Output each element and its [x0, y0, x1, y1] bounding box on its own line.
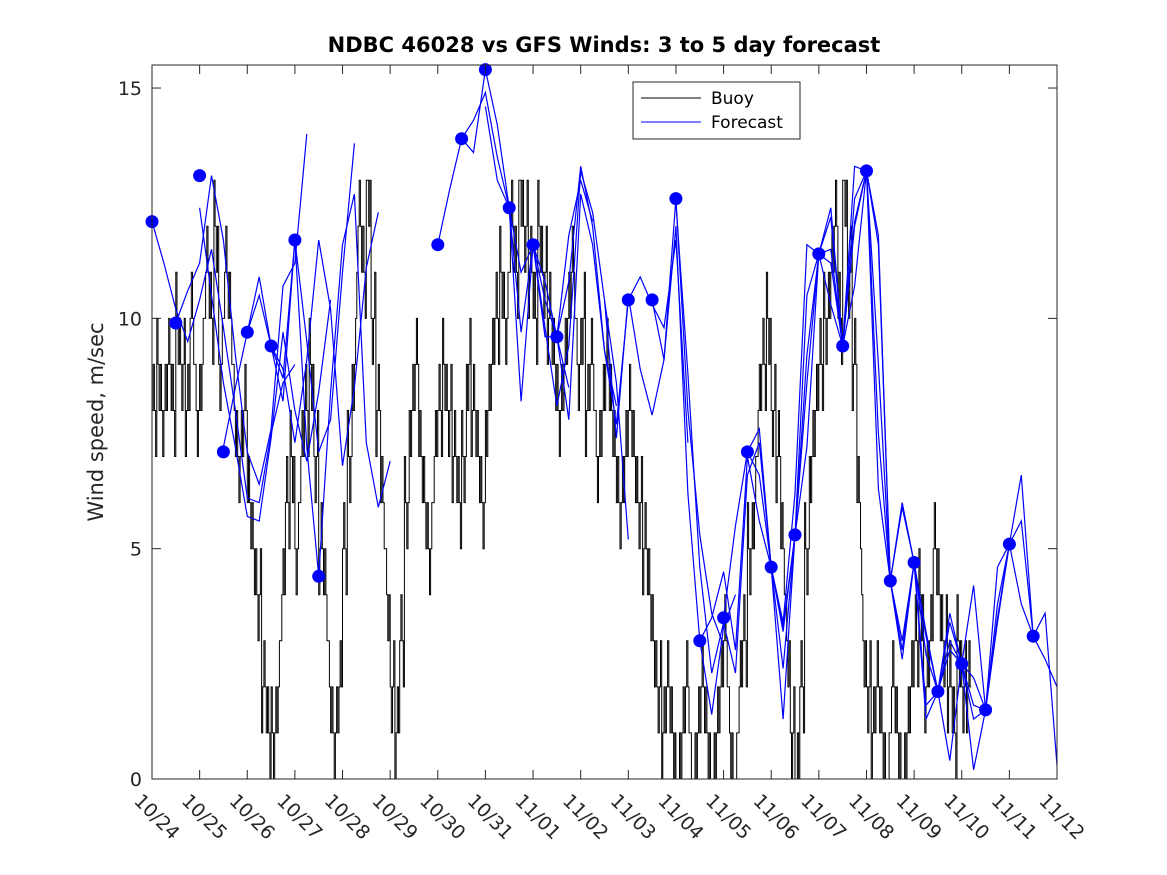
axes-box [151, 64, 1058, 780]
forecast-line-25 [937, 518, 1058, 766]
legend: Buoy Forecast [632, 81, 801, 140]
legend-forecast-label: Forecast [711, 113, 783, 133]
forecast-marker [883, 574, 897, 588]
plot-area [152, 65, 1057, 779]
y-tick-label: 0 [130, 769, 142, 791]
forecast-line-3 [199, 207, 332, 522]
forecast-marker [907, 556, 921, 569]
forecast-line-2 [175, 134, 308, 487]
forecast-marker [169, 316, 183, 330]
forecast-marker [193, 169, 207, 183]
forecast-line-6 [270, 193, 391, 577]
chart-title: NDBC 46028 vs GFS Winds: 3 to 5 day fore… [328, 33, 881, 57]
forecast-line-5 [246, 212, 379, 466]
forecast-marker [955, 657, 969, 671]
forecast-line-24 [913, 474, 1034, 711]
y-axis-label: Wind speed, m/sec [84, 322, 108, 521]
legend-buoy-label: Buoy [711, 89, 754, 109]
forecast-marker [1002, 537, 1016, 551]
forecast-marker [788, 528, 802, 542]
forecast-marker [979, 703, 993, 717]
y-tick-label: 10 [118, 308, 142, 330]
forecast-marker [550, 330, 564, 344]
forecast-line-8 [461, 90, 594, 337]
forecast-marker [669, 192, 683, 206]
forecast-line-23 [889, 502, 1010, 770]
forecast-marker [812, 247, 826, 261]
forecast-line-4 [222, 143, 355, 453]
forecast-marker [264, 339, 278, 353]
forecast-line-16 [723, 207, 844, 720]
forecast-marker [240, 325, 254, 339]
forecast-marker [1026, 629, 1040, 643]
y-axis-ticks: 0 5 10 15 [118, 78, 1057, 791]
forecast-marker [931, 685, 945, 698]
forecast-line-15 [699, 243, 820, 651]
forecast-marker [288, 233, 302, 247]
forecast-line-7 [437, 69, 570, 388]
forecast-marker [455, 132, 469, 146]
forecast-marker [740, 445, 754, 459]
forecast-marker [312, 569, 326, 583]
forecast-marker [693, 634, 707, 648]
legend-box [632, 81, 801, 140]
forecast-line-17 [746, 165, 867, 669]
forecast-marker [645, 293, 659, 307]
forecast-marker [717, 611, 731, 625]
axes-background [152, 65, 1057, 779]
forecast-marker [216, 445, 230, 459]
forecast-marker [836, 339, 850, 353]
forecast-line-22 [865, 170, 987, 710]
axes [151, 64, 1058, 780]
forecast-marker [502, 201, 516, 215]
forecast-marker [621, 293, 635, 307]
y-tick-label: 5 [130, 539, 142, 561]
forecast-line-13 [651, 226, 737, 715]
forecast-marker [431, 238, 445, 252]
forecast-marker [860, 164, 873, 178]
forecast-marker [526, 238, 540, 252]
forecast-marker [764, 560, 778, 574]
y-tick-label: 15 [118, 78, 142, 100]
